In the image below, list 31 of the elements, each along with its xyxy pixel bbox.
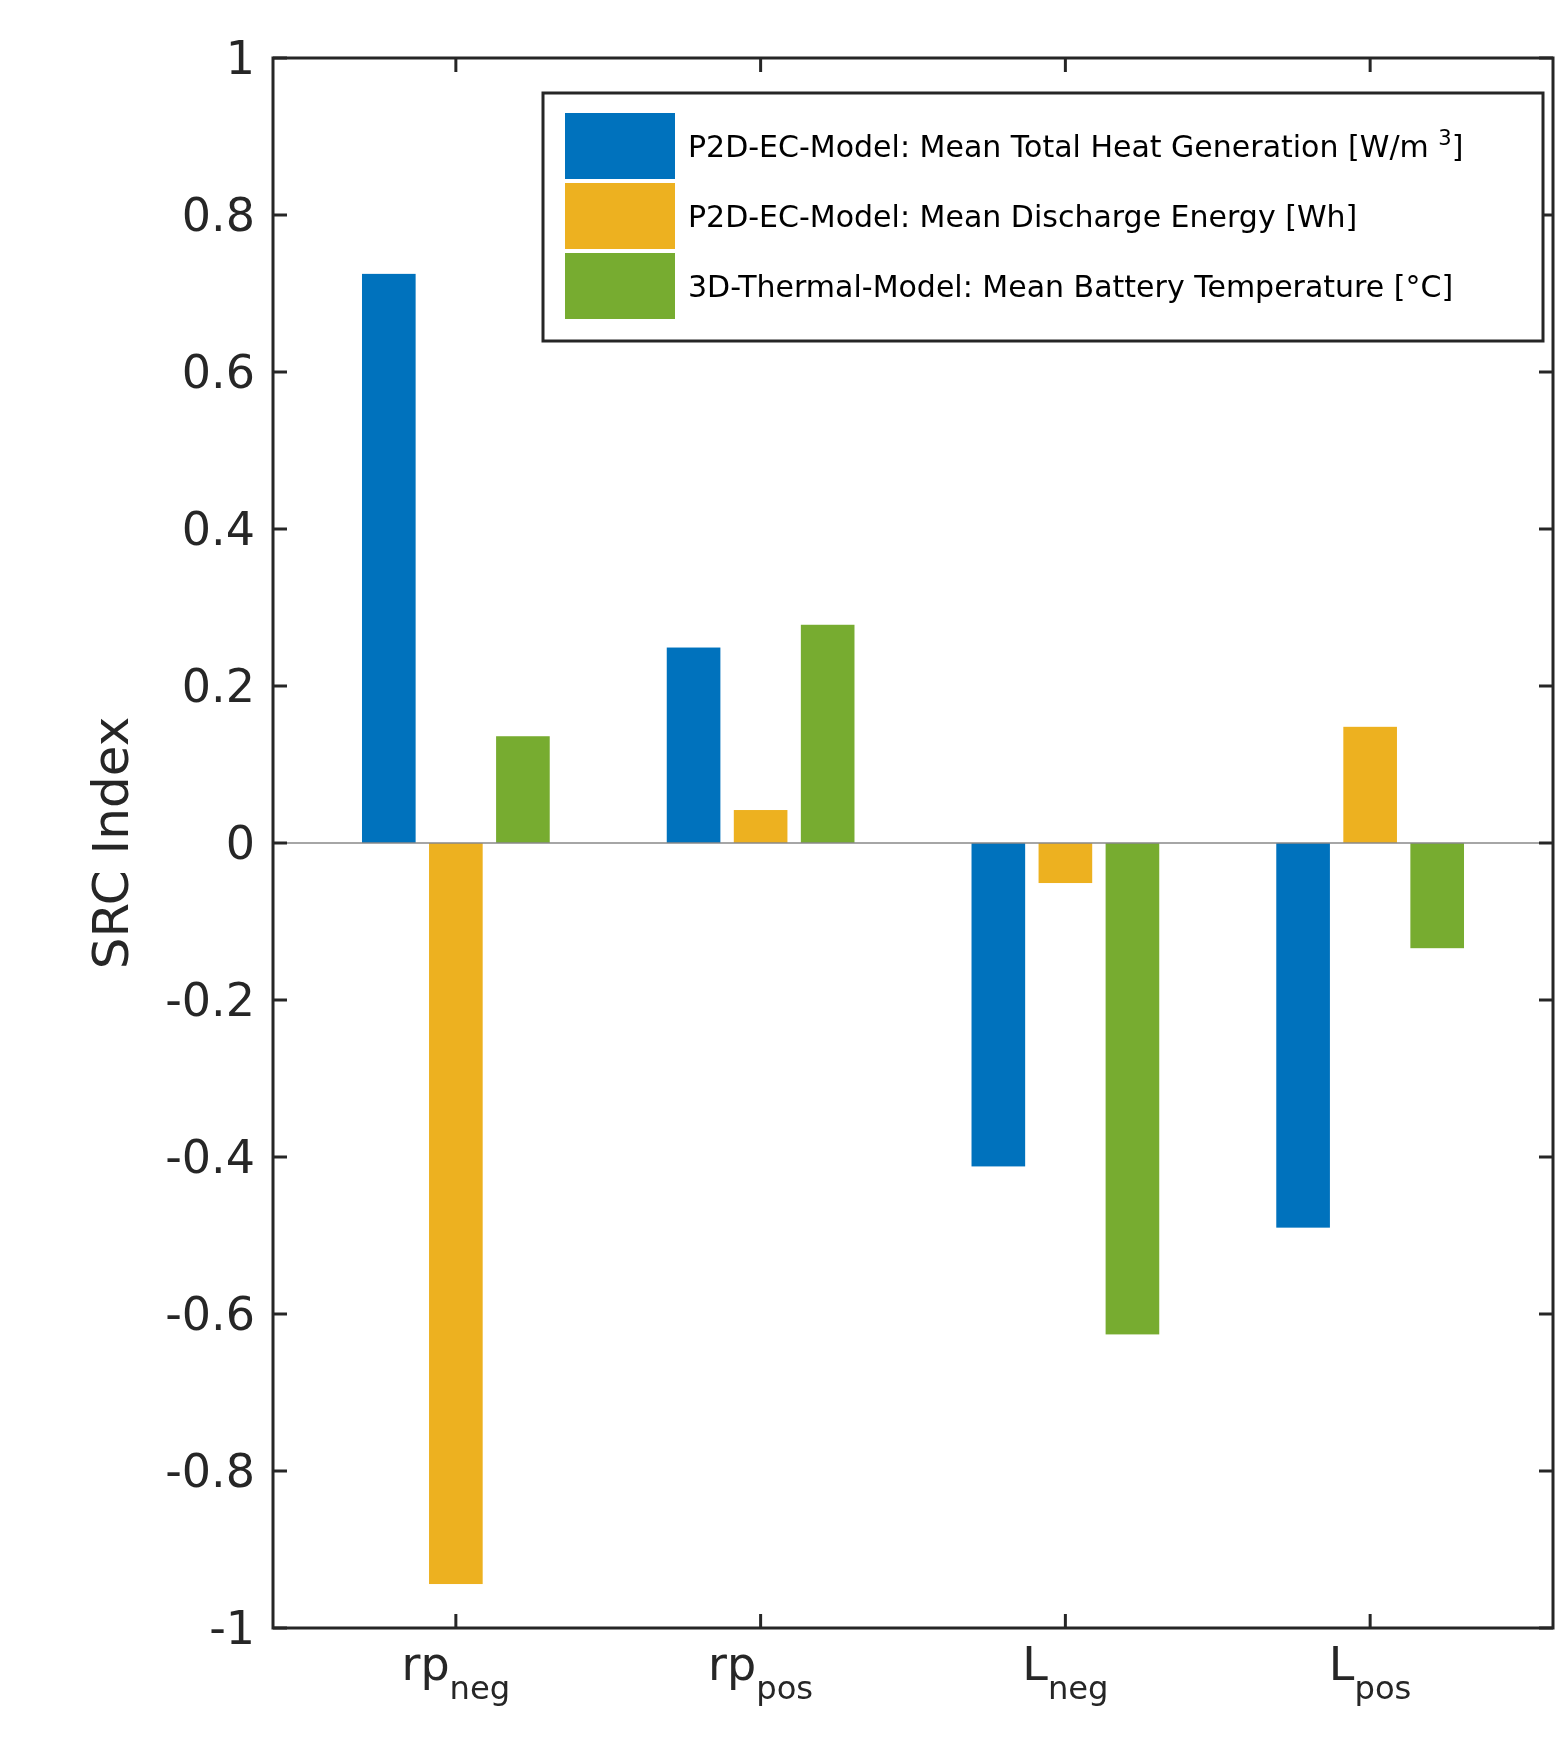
bar xyxy=(361,273,416,843)
bar xyxy=(1343,726,1397,843)
bar xyxy=(1276,843,1330,1228)
y-tick-label: -0.6 xyxy=(165,1287,255,1342)
bar xyxy=(666,647,721,843)
y-tick-label: 0.4 xyxy=(181,502,255,557)
bar xyxy=(800,624,855,843)
bar xyxy=(1410,843,1465,949)
y-tick-label: -0.4 xyxy=(165,1130,255,1185)
bar xyxy=(1038,843,1093,884)
y-axis-title: SRC Index xyxy=(82,716,140,970)
y-tick-label: -0.2 xyxy=(165,973,255,1028)
legend-label: P2D-EC-Model: Mean Total Heat Generation [W/m $^{3}$] xyxy=(688,125,1464,164)
bar xyxy=(733,810,788,843)
legend-label: 3D-Thermal-Model: Mean Battery Temperature [°C] xyxy=(688,268,1454,304)
x-tick-label: L$_{pos}$ xyxy=(1328,1637,1412,1707)
x-tick-label: rp$_{pos}$ xyxy=(708,1637,814,1707)
y-tick-label: 0.2 xyxy=(181,659,255,714)
bar xyxy=(429,843,483,1585)
y-tick-label: -1 xyxy=(209,1601,255,1656)
y-tick-label: -0.8 xyxy=(165,1444,255,1499)
bar xyxy=(496,736,550,843)
y-tick-label: 1 xyxy=(225,31,255,86)
y-tick-label: 0 xyxy=(225,816,255,871)
legend-label: P2D-EC-Model: Mean Discharge Energy [Wh] xyxy=(688,198,1358,234)
bar xyxy=(971,843,1026,1167)
x-tick-label: L$_{neg}$ xyxy=(1022,1637,1109,1707)
bar xyxy=(1105,843,1160,1335)
y-tick-label: 0.6 xyxy=(181,345,255,400)
x-tick-label: rp$_{neg}$ xyxy=(401,1637,511,1707)
y-tick-label: 0.8 xyxy=(181,188,255,243)
